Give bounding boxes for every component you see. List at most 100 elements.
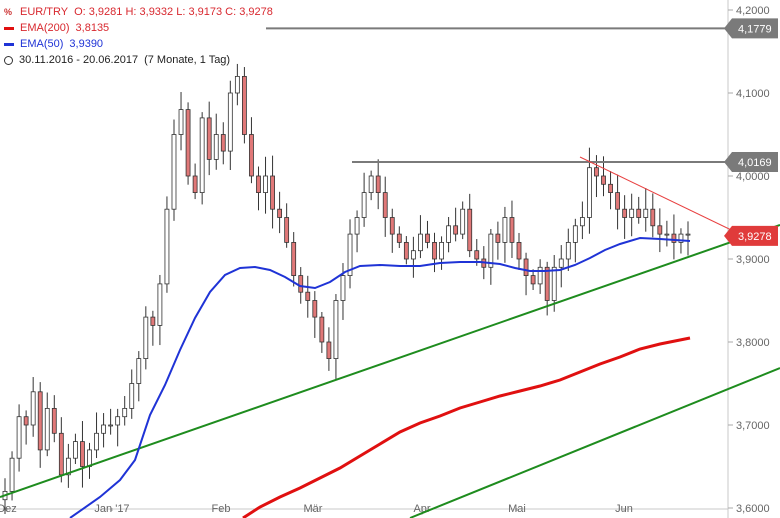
candle-body: [284, 217, 290, 243]
price-tag-resistance-upper-box: [724, 18, 778, 39]
ema50-swatch: [4, 42, 14, 46]
candle-body: [509, 217, 515, 243]
candle-body: [150, 316, 156, 326]
candle-body: [234, 76, 240, 94]
candle-body: [87, 449, 92, 467]
x-tick-label: Jun: [615, 503, 633, 515]
candle-body: [502, 217, 508, 243]
y-tick-label: 4,0000: [736, 171, 770, 183]
price-tag-resistance-lower-label: 4,0169: [738, 157, 772, 169]
candle-body: [213, 134, 219, 160]
candle-body: [129, 383, 135, 409]
candle-body: [495, 233, 501, 243]
y-tick-label: 4,1000: [736, 88, 770, 100]
candle-body: [615, 192, 620, 210]
chart-legend: % EUR/TRY O: 3,9281 H: 3,9332 L: 3,9173 …: [4, 4, 273, 68]
candle-body: [516, 241, 522, 260]
candle-body: [263, 175, 268, 194]
candle-body: [143, 316, 149, 360]
period-detail: (7 Monate, 1 Tag): [144, 54, 231, 66]
candle-body: [488, 233, 494, 268]
candle-body: [157, 283, 163, 326]
uptrend-line: [0, 224, 780, 498]
candle-body: [122, 407, 128, 418]
candle-body: [249, 134, 254, 177]
candle-body: [587, 167, 592, 218]
candle-body: [30, 391, 36, 426]
candle-body: [206, 117, 212, 160]
candle-body: [305, 291, 311, 301]
candle-body: [312, 300, 318, 318]
candle-body: [80, 441, 85, 467]
ema50-value: 3,9390: [69, 38, 104, 50]
candle-body: [192, 175, 198, 194]
candle-body: [579, 217, 585, 227]
candle-body: [277, 208, 283, 218]
candle-body: [108, 424, 114, 427]
candle-body: [44, 407, 50, 451]
candle-body: [551, 266, 557, 301]
y-tick-label: 3,9000: [736, 254, 770, 266]
candle-body: [432, 241, 437, 260]
candle-body: [460, 208, 466, 235]
y-tick-label: 3,8000: [736, 337, 770, 349]
x-tick-label: Mär: [304, 503, 323, 515]
candle-body: [664, 233, 670, 236]
candle-body: [425, 233, 430, 243]
candle-body: [368, 175, 374, 194]
candle-body: [629, 208, 635, 218]
price-tag-last-label: 3,9278: [738, 231, 772, 243]
ema50-row: EMA(50) 3,9390: [4, 36, 273, 52]
candle-body: [256, 175, 261, 194]
candle-body: [523, 258, 529, 277]
candle-body: [572, 225, 578, 243]
candle-body: [558, 258, 564, 268]
candle-body: [601, 175, 606, 185]
candle-body: [453, 225, 459, 235]
candle-body: [650, 208, 656, 227]
candle-body: [171, 134, 177, 210]
candle-body: [622, 208, 628, 218]
candle-body: [594, 167, 599, 177]
candle-body: [446, 225, 451, 243]
candle-body: [565, 241, 571, 260]
candle-body: [164, 208, 170, 285]
candle-body: [37, 391, 43, 451]
period-range: 30.11.2016 - 20.06.2017: [19, 54, 139, 66]
candle-body: [544, 266, 550, 301]
ema200-swatch: [4, 26, 14, 30]
symbol-name: EUR/TRY: [20, 6, 69, 18]
candle-body: [657, 225, 663, 235]
candle-body: [608, 183, 613, 194]
candle-body: [227, 92, 233, 152]
candle-body: [410, 250, 416, 260]
chart-symbol-icon: %: [4, 7, 13, 17]
candle-body: [23, 416, 29, 426]
y-tick-label: 3,7000: [736, 420, 770, 432]
candle-body: [347, 233, 353, 277]
candle-body: [58, 432, 64, 476]
ema200-label: EMA(200): [20, 22, 70, 34]
candle-body: [671, 233, 677, 243]
clock-icon: [4, 55, 13, 65]
y-tick-label: 3,6000: [736, 503, 770, 515]
price-tag-last-box: [724, 225, 778, 246]
candle-body: [16, 416, 22, 459]
ema50-label: EMA(50): [20, 38, 64, 50]
candle-body: [361, 192, 367, 218]
period-row: 30.11.2016 - 20.06.2017 (7 Monate, 1 Tag…: [4, 52, 273, 68]
x-tick-label: Mai: [508, 503, 526, 515]
candle-body: [467, 208, 473, 252]
candle-body: [115, 416, 121, 426]
x-tick-label: Jan '17: [94, 503, 129, 515]
ema200-line: [242, 336, 691, 518]
candle-body: [396, 233, 402, 243]
candle-body: [51, 407, 57, 434]
candle-body: [474, 250, 480, 260]
ohlc-values: O: 3,9281 H: 3,9332 L: 3,9173 C: 3,9278: [74, 6, 273, 18]
symbol-row: % EUR/TRY O: 3,9281 H: 3,9332 L: 3,9173 …: [4, 4, 273, 20]
candle-body: [220, 134, 226, 152]
x-tick-label: Dez: [0, 503, 17, 515]
candle-body: [403, 241, 409, 260]
candle-body: [270, 175, 275, 210]
